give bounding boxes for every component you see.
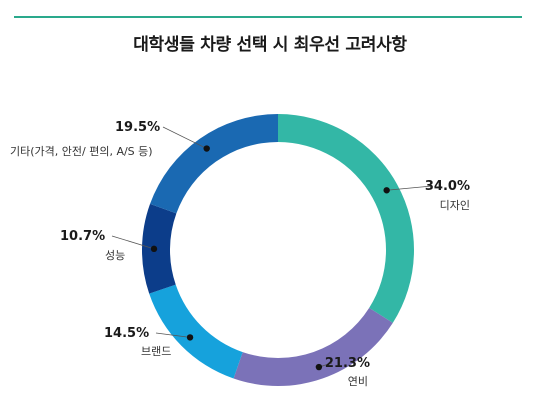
value-label-1: 34.0% [425,179,470,194]
value-label-3: 14.5% [104,326,149,341]
leader-dot-2 [315,363,323,371]
category-label-5: 기타(가격, 안전/ 편의, A/S 등) [10,145,153,158]
value-label-4: 10.7% [60,229,105,244]
category-label-4: 성능 [105,249,125,262]
top-rule [14,16,522,18]
leader-line-3 [155,332,191,338]
leader-dot-1 [383,187,390,194]
leader-dot-4 [150,245,158,253]
slice-3 [149,284,243,379]
slice-4 [142,203,177,294]
donut-slices [142,114,414,386]
value-label-2: 21.3% [325,356,370,371]
chart-title: 대학생들 차량 선택 시 최우선 고려사항 [133,35,407,55]
category-label-1: 디자인 [440,199,470,212]
category-label-2: 연비 [348,375,368,388]
slice-2 [233,307,393,386]
leader-line-1 [386,185,433,191]
slice-5 [150,114,278,214]
leader-line-4 [111,235,155,250]
slice-1 [278,114,414,323]
leader-dot-3 [186,334,194,341]
value-label-5: 19.5% [115,120,160,135]
slice-labels: 34.0% 디자인 21.3% 연비 14.5% 브랜드 10.7%성능 19.5% 기타(가격… [10,120,470,388]
category-label-3: 브랜드 [141,345,171,358]
leader-dot-5 [203,145,210,152]
leader-line-5 [162,126,207,149]
leader-lines [111,126,433,371]
